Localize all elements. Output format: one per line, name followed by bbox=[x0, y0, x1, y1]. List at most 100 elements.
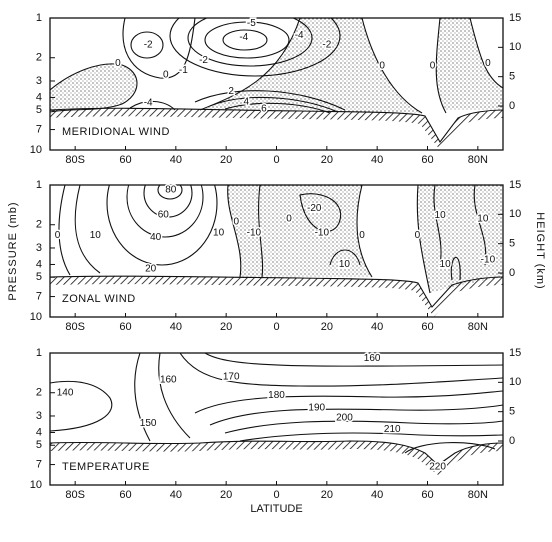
x-tick-label: 40 bbox=[170, 154, 182, 166]
contour-label: 10 bbox=[440, 259, 452, 270]
contour-label: 20 bbox=[145, 263, 157, 274]
contour-label: -10 bbox=[481, 255, 496, 266]
contour-label: -4 bbox=[239, 32, 248, 43]
contour-label: 10 bbox=[213, 227, 225, 238]
x-tick-label: 60 bbox=[119, 489, 131, 501]
contour-label: 60 bbox=[158, 210, 170, 221]
contours bbox=[50, 353, 503, 475]
contour bbox=[299, 193, 342, 232]
x-axis-label: LATITUDE bbox=[250, 503, 302, 515]
contour-label: -10 bbox=[247, 227, 262, 238]
y-tick-label: 1 bbox=[36, 347, 42, 359]
contour bbox=[194, 390, 503, 414]
y-tick-label: 5 bbox=[36, 439, 42, 451]
y2-tick-label: 15 bbox=[509, 347, 521, 359]
contour-label: 140 bbox=[57, 387, 74, 398]
terrain bbox=[50, 441, 503, 475]
contour-label: 160 bbox=[364, 353, 381, 364]
contour-label: 10 bbox=[339, 259, 351, 270]
contour bbox=[50, 380, 113, 432]
y-tick-label: 7 bbox=[36, 290, 42, 302]
contour bbox=[224, 102, 331, 114]
y-tick-label: 3 bbox=[36, 410, 42, 422]
x-tick-label: 40 bbox=[371, 154, 383, 166]
contour bbox=[416, 185, 431, 294]
y-tick-label: 10 bbox=[30, 311, 42, 323]
contour bbox=[204, 21, 290, 59]
contour bbox=[209, 404, 503, 426]
contour-label: 0 bbox=[415, 230, 421, 241]
y2-axis-label: HEIGHT (km) bbox=[534, 212, 546, 289]
x-tick-label: 60 bbox=[421, 321, 433, 333]
x-tick-label: 80S bbox=[65, 489, 85, 501]
contour bbox=[224, 420, 503, 434]
stipple bbox=[200, 18, 422, 113]
stipple bbox=[417, 185, 503, 293]
stipple bbox=[436, 18, 503, 110]
x-tick-label: 40 bbox=[170, 321, 182, 333]
contour-label: 0 bbox=[379, 60, 385, 71]
y2-tick-label: 15 bbox=[509, 12, 521, 24]
y-tick-label: 3 bbox=[36, 242, 42, 254]
contour-label: 2 bbox=[228, 86, 234, 97]
surface bbox=[50, 440, 503, 466]
y2-tick-label: 10 bbox=[509, 41, 521, 53]
y2-tick-label: 5 bbox=[509, 238, 515, 250]
contour-label: 190 bbox=[308, 402, 325, 413]
contour bbox=[126, 185, 204, 238]
contour bbox=[129, 100, 176, 111]
contour-label: -2 bbox=[199, 55, 208, 66]
contour-label: 160 bbox=[160, 375, 177, 386]
contour-label: 6 bbox=[261, 104, 267, 115]
contour-label: 0 bbox=[286, 213, 292, 224]
contour-label: -20 bbox=[307, 203, 322, 214]
contour bbox=[473, 185, 487, 266]
terrain bbox=[50, 276, 503, 317]
x-tick-label: 80N bbox=[468, 321, 488, 333]
contour bbox=[258, 185, 264, 278]
contour bbox=[143, 185, 193, 218]
contour bbox=[194, 90, 346, 111]
y2-tick-label: 0 bbox=[509, 435, 515, 447]
y2-tick-label: 0 bbox=[509, 267, 515, 279]
x-tick-label: 20 bbox=[321, 321, 333, 333]
contour-label: 0 bbox=[115, 58, 121, 69]
y-tick-label: 2 bbox=[36, 52, 42, 64]
y-tick-label: 3 bbox=[36, 75, 42, 87]
x-tick-label: 80N bbox=[468, 154, 488, 166]
contour-label: 0 bbox=[55, 230, 61, 241]
contour bbox=[158, 353, 191, 439]
contours bbox=[50, 185, 503, 317]
contour-label: 200 bbox=[336, 413, 353, 424]
contour bbox=[227, 185, 242, 278]
y-tick-label: 4 bbox=[36, 258, 42, 270]
panel-title: MERIDIONAL WIND bbox=[62, 126, 170, 138]
contour bbox=[361, 18, 423, 114]
x-tick-label: 80S bbox=[65, 321, 85, 333]
y-tick-label: 5 bbox=[36, 271, 42, 283]
y-tick-label: 10 bbox=[30, 144, 42, 156]
contour-label: -4 bbox=[295, 30, 304, 41]
contour bbox=[239, 432, 503, 442]
y-tick-label: 4 bbox=[36, 91, 42, 103]
contour-label: 4 bbox=[244, 96, 250, 107]
surface bbox=[50, 275, 503, 308]
contour bbox=[435, 18, 447, 114]
terrain bbox=[50, 108, 503, 150]
stipple bbox=[50, 63, 137, 112]
y-tick-label: 1 bbox=[36, 12, 42, 24]
contour-label: -1 bbox=[179, 65, 188, 76]
contour bbox=[169, 18, 341, 77]
y-axis-label: PRESSURE (mb) bbox=[7, 201, 19, 300]
y2-tick-label: 5 bbox=[509, 71, 515, 83]
y2-tick-label: 0 bbox=[509, 100, 515, 112]
contour-label: 0 bbox=[359, 230, 365, 241]
x-tick-label: 60 bbox=[119, 321, 131, 333]
x-tick-label: 20 bbox=[321, 489, 333, 501]
contour-label: 10 bbox=[477, 213, 489, 224]
x-tick-label: 0 bbox=[273, 489, 279, 501]
contour-label: 10 bbox=[90, 230, 102, 241]
